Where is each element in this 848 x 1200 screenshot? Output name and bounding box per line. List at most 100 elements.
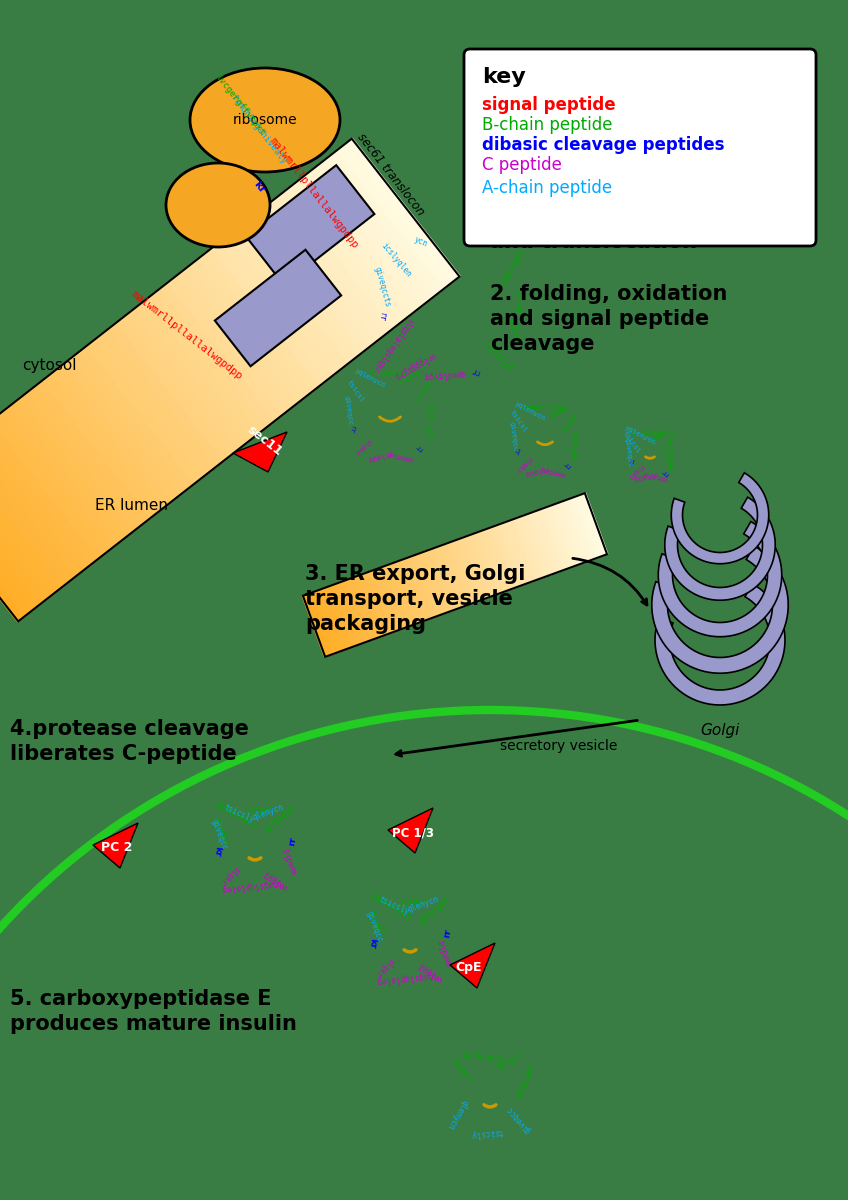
Text: lvcger: lvcger [399, 896, 427, 908]
Polygon shape [307, 167, 423, 312]
Text: lvcger: lvcger [494, 1051, 523, 1073]
Text: tsicsl: tsicsl [346, 379, 365, 403]
Polygon shape [321, 156, 438, 300]
Text: rr: rr [442, 928, 453, 938]
Text: velgggpgag: velgggpgag [393, 350, 438, 382]
Polygon shape [405, 556, 434, 619]
Text: tsicsly: tsicsly [222, 803, 255, 824]
Text: gffy: gffy [427, 401, 436, 419]
Polygon shape [561, 499, 589, 563]
Polygon shape [116, 317, 232, 461]
Polygon shape [665, 497, 775, 600]
Polygon shape [315, 161, 431, 306]
Polygon shape [241, 218, 357, 364]
Polygon shape [420, 551, 448, 614]
Text: giveqcc: giveqcc [209, 818, 229, 852]
Polygon shape [457, 538, 486, 601]
Text: tsicsl: tsicsl [509, 409, 528, 434]
Polygon shape [518, 515, 547, 578]
Polygon shape [5, 402, 122, 547]
Polygon shape [537, 509, 566, 571]
Polygon shape [556, 502, 584, 565]
Polygon shape [490, 526, 518, 589]
Text: C peptide: C peptide [482, 156, 562, 174]
Text: sec11: sec11 [245, 422, 285, 458]
Text: icslyqlen: icslyqlen [380, 241, 413, 278]
Polygon shape [368, 570, 396, 634]
Text: eaedlq: eaedlq [539, 466, 566, 478]
Polygon shape [396, 559, 425, 623]
Polygon shape [182, 265, 298, 409]
Text: dibasic cleavage peptides: dibasic cleavage peptides [482, 136, 724, 154]
Polygon shape [277, 190, 394, 335]
Polygon shape [20, 391, 137, 535]
Polygon shape [551, 503, 579, 566]
Polygon shape [514, 517, 542, 580]
Polygon shape [388, 808, 433, 853]
Polygon shape [109, 322, 225, 467]
Polygon shape [444, 542, 471, 606]
Polygon shape [72, 350, 188, 496]
Text: giveqcc: giveqcc [505, 1104, 533, 1135]
Polygon shape [448, 541, 477, 604]
Text: slqkr: slqkr [217, 864, 240, 887]
Polygon shape [307, 592, 335, 655]
Polygon shape [0, 437, 78, 582]
Text: malwmrllpllallalwgpdpp: malwmrllpllallalwgpdpp [130, 289, 244, 382]
Polygon shape [211, 241, 327, 386]
Text: tpkt: tpkt [423, 421, 435, 439]
Polygon shape [204, 247, 321, 392]
Text: eaedlq: eaedlq [642, 470, 668, 482]
Polygon shape [382, 565, 410, 628]
Text: rr: rr [625, 457, 633, 468]
Text: tpkt: tpkt [569, 443, 581, 461]
Text: ivealy: ivealy [514, 284, 526, 313]
Text: qlenycn: qlenycn [445, 1098, 469, 1130]
Polygon shape [167, 276, 283, 421]
Polygon shape [0, 426, 92, 570]
Polygon shape [160, 282, 276, 426]
Polygon shape [331, 583, 359, 647]
Text: secretory vesicle: secretory vesicle [500, 739, 617, 754]
Polygon shape [349, 577, 377, 640]
Polygon shape [316, 589, 344, 652]
Polygon shape [28, 385, 144, 530]
Text: sec61 translocon: sec61 translocon [355, 131, 427, 218]
Text: CpE: CpE [455, 961, 482, 974]
Text: A-chain peptide: A-chain peptide [482, 179, 612, 197]
Text: velggg: velggg [632, 470, 658, 482]
Polygon shape [285, 184, 401, 329]
Polygon shape [246, 166, 375, 284]
Polygon shape [495, 523, 523, 587]
Polygon shape [233, 224, 349, 368]
Text: yqlenycn: yqlenycn [354, 367, 387, 389]
Text: slqkr: slqkr [372, 956, 395, 979]
Polygon shape [450, 943, 495, 988]
Polygon shape [64, 356, 181, 502]
Polygon shape [476, 530, 505, 594]
Text: malwmrllpllallalwgpdpp: malwmrllpllallalwgpdpp [268, 136, 360, 250]
Polygon shape [226, 230, 343, 374]
Text: ivealy: ivealy [648, 427, 673, 444]
Polygon shape [523, 514, 551, 577]
Ellipse shape [166, 163, 270, 247]
Polygon shape [79, 346, 195, 490]
Polygon shape [453, 539, 481, 602]
Text: rr: rr [561, 458, 572, 469]
Text: 2. folding, oxidation
and signal peptide
cleavage: 2. folding, oxidation and signal peptide… [490, 284, 728, 354]
Polygon shape [652, 546, 789, 673]
Text: cytosol: cytosol [22, 358, 76, 373]
Polygon shape [0, 478, 26, 622]
Polygon shape [466, 534, 495, 598]
Text: PC 2: PC 2 [101, 841, 132, 854]
Polygon shape [499, 522, 528, 586]
Polygon shape [566, 498, 594, 562]
Text: fvnqhl: fvnqhl [449, 1057, 473, 1084]
Text: 4.protease cleavage
liberates C-peptide: 4.protease cleavage liberates C-peptide [10, 719, 248, 764]
Text: rr: rr [660, 467, 670, 476]
Text: rr: rr [287, 836, 298, 847]
Text: rr: rr [510, 446, 519, 456]
Text: gffytpkt: gffytpkt [515, 1063, 536, 1100]
Text: ribosome: ribosome [232, 113, 298, 127]
Polygon shape [462, 535, 490, 599]
